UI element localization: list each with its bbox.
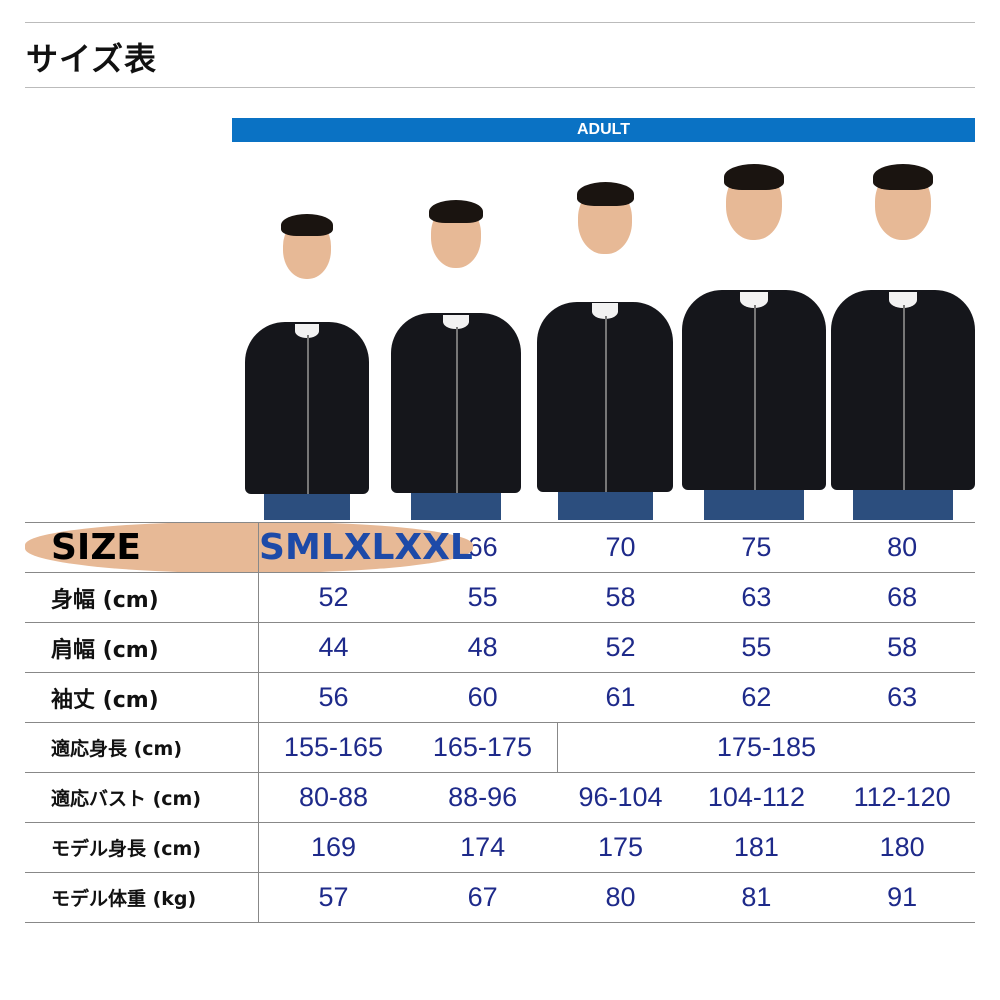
cell-value: 175-185: [557, 722, 975, 773]
table-row: 適応身長 (cm) 155-165 165-175 175-185: [25, 722, 975, 773]
cell-value: 62: [683, 672, 830, 723]
cell-value: 58: [557, 572, 684, 623]
cell-value: 55: [407, 572, 558, 623]
cell-value: 58: [829, 622, 975, 673]
cell-value: 81: [683, 872, 830, 923]
model-photo-l: [530, 169, 680, 520]
cell-value: 63: [829, 672, 975, 723]
size-xxl: XXL: [394, 522, 473, 573]
table-row: モデル体重 (kg) 57 67 80 81 91: [25, 872, 975, 923]
cell-value: 57: [258, 872, 408, 923]
row-label: 適応バスト (cm): [25, 772, 259, 823]
row-label: 袖丈 (cm): [25, 672, 259, 723]
model-photo-m: [381, 187, 531, 520]
page-title: サイズ表: [26, 40, 158, 78]
model-photo-xxl: [828, 150, 978, 520]
row-label: 肩幅 (cm): [25, 622, 259, 673]
row-label: 身幅 (cm): [25, 572, 259, 623]
cell-value: 70: [557, 522, 684, 573]
cell-value: 155-165: [258, 722, 408, 773]
title-divider: [25, 87, 975, 88]
size-s: S: [258, 522, 285, 573]
cell-value: 96-104: [557, 772, 684, 823]
cell-value: 180: [829, 822, 975, 873]
cell-value: 44: [258, 622, 408, 673]
table-row: 身幅 (cm) 52 55 58 63 68: [25, 572, 975, 623]
cell-value: 80-88: [258, 772, 408, 823]
cell-value: 174: [407, 822, 558, 873]
model-photo-xl: [679, 150, 829, 520]
model-photos: [232, 150, 975, 520]
table-row: 肩幅 (cm) 44 48 52 55 58: [25, 622, 975, 673]
row-label: モデル体重 (kg): [25, 872, 259, 923]
size-xl: XL: [343, 522, 395, 573]
cell-value: 88-96: [407, 772, 558, 823]
table-row: 適応バスト (cm) 80-88 88-96 96-104 104-112 112-120: [25, 772, 975, 823]
row-label: 適応身長 (cm): [25, 722, 259, 773]
cell-value: 56: [258, 672, 408, 723]
table-row: 袖丈 (cm) 56 60 61 62 63: [25, 672, 975, 723]
cell-value: 67: [407, 872, 558, 923]
cell-value: 52: [557, 622, 684, 673]
cell-value: 175: [557, 822, 684, 873]
cell-value: 60: [407, 672, 558, 723]
size-header-label: SIZE: [25, 522, 259, 573]
size-table: SIZE S M L XL XXL 着丈 (cm)6266707580身幅 (c…: [25, 522, 975, 923]
cell-value: 165-175: [407, 722, 558, 773]
top-divider: [25, 22, 975, 23]
table-header-row: SIZE S M L XL XXL: [25, 522, 473, 573]
model-photo-s: [232, 202, 382, 520]
cell-value: 181: [683, 822, 830, 873]
cell-value: 48: [407, 622, 558, 673]
cell-value: 55: [683, 622, 830, 673]
cell-value: 80: [557, 872, 684, 923]
adult-banner: ADULT: [232, 118, 975, 142]
row-label: モデル身長 (cm): [25, 822, 259, 873]
cell-value: 68: [829, 572, 975, 623]
size-l: L: [320, 522, 344, 573]
table-row: モデル身長 (cm) 169 174 175 181 180: [25, 822, 975, 873]
cell-value: 169: [258, 822, 408, 873]
cell-value: 52: [258, 572, 408, 623]
cell-value: 80: [829, 522, 975, 573]
cell-value: 112-120: [829, 772, 975, 823]
cell-value: 75: [683, 522, 830, 573]
cell-value: 91: [829, 872, 975, 923]
cell-value: 61: [557, 672, 684, 723]
cell-value: 63: [683, 572, 830, 623]
size-m: M: [284, 522, 321, 573]
cell-value: 104-112: [683, 772, 830, 823]
